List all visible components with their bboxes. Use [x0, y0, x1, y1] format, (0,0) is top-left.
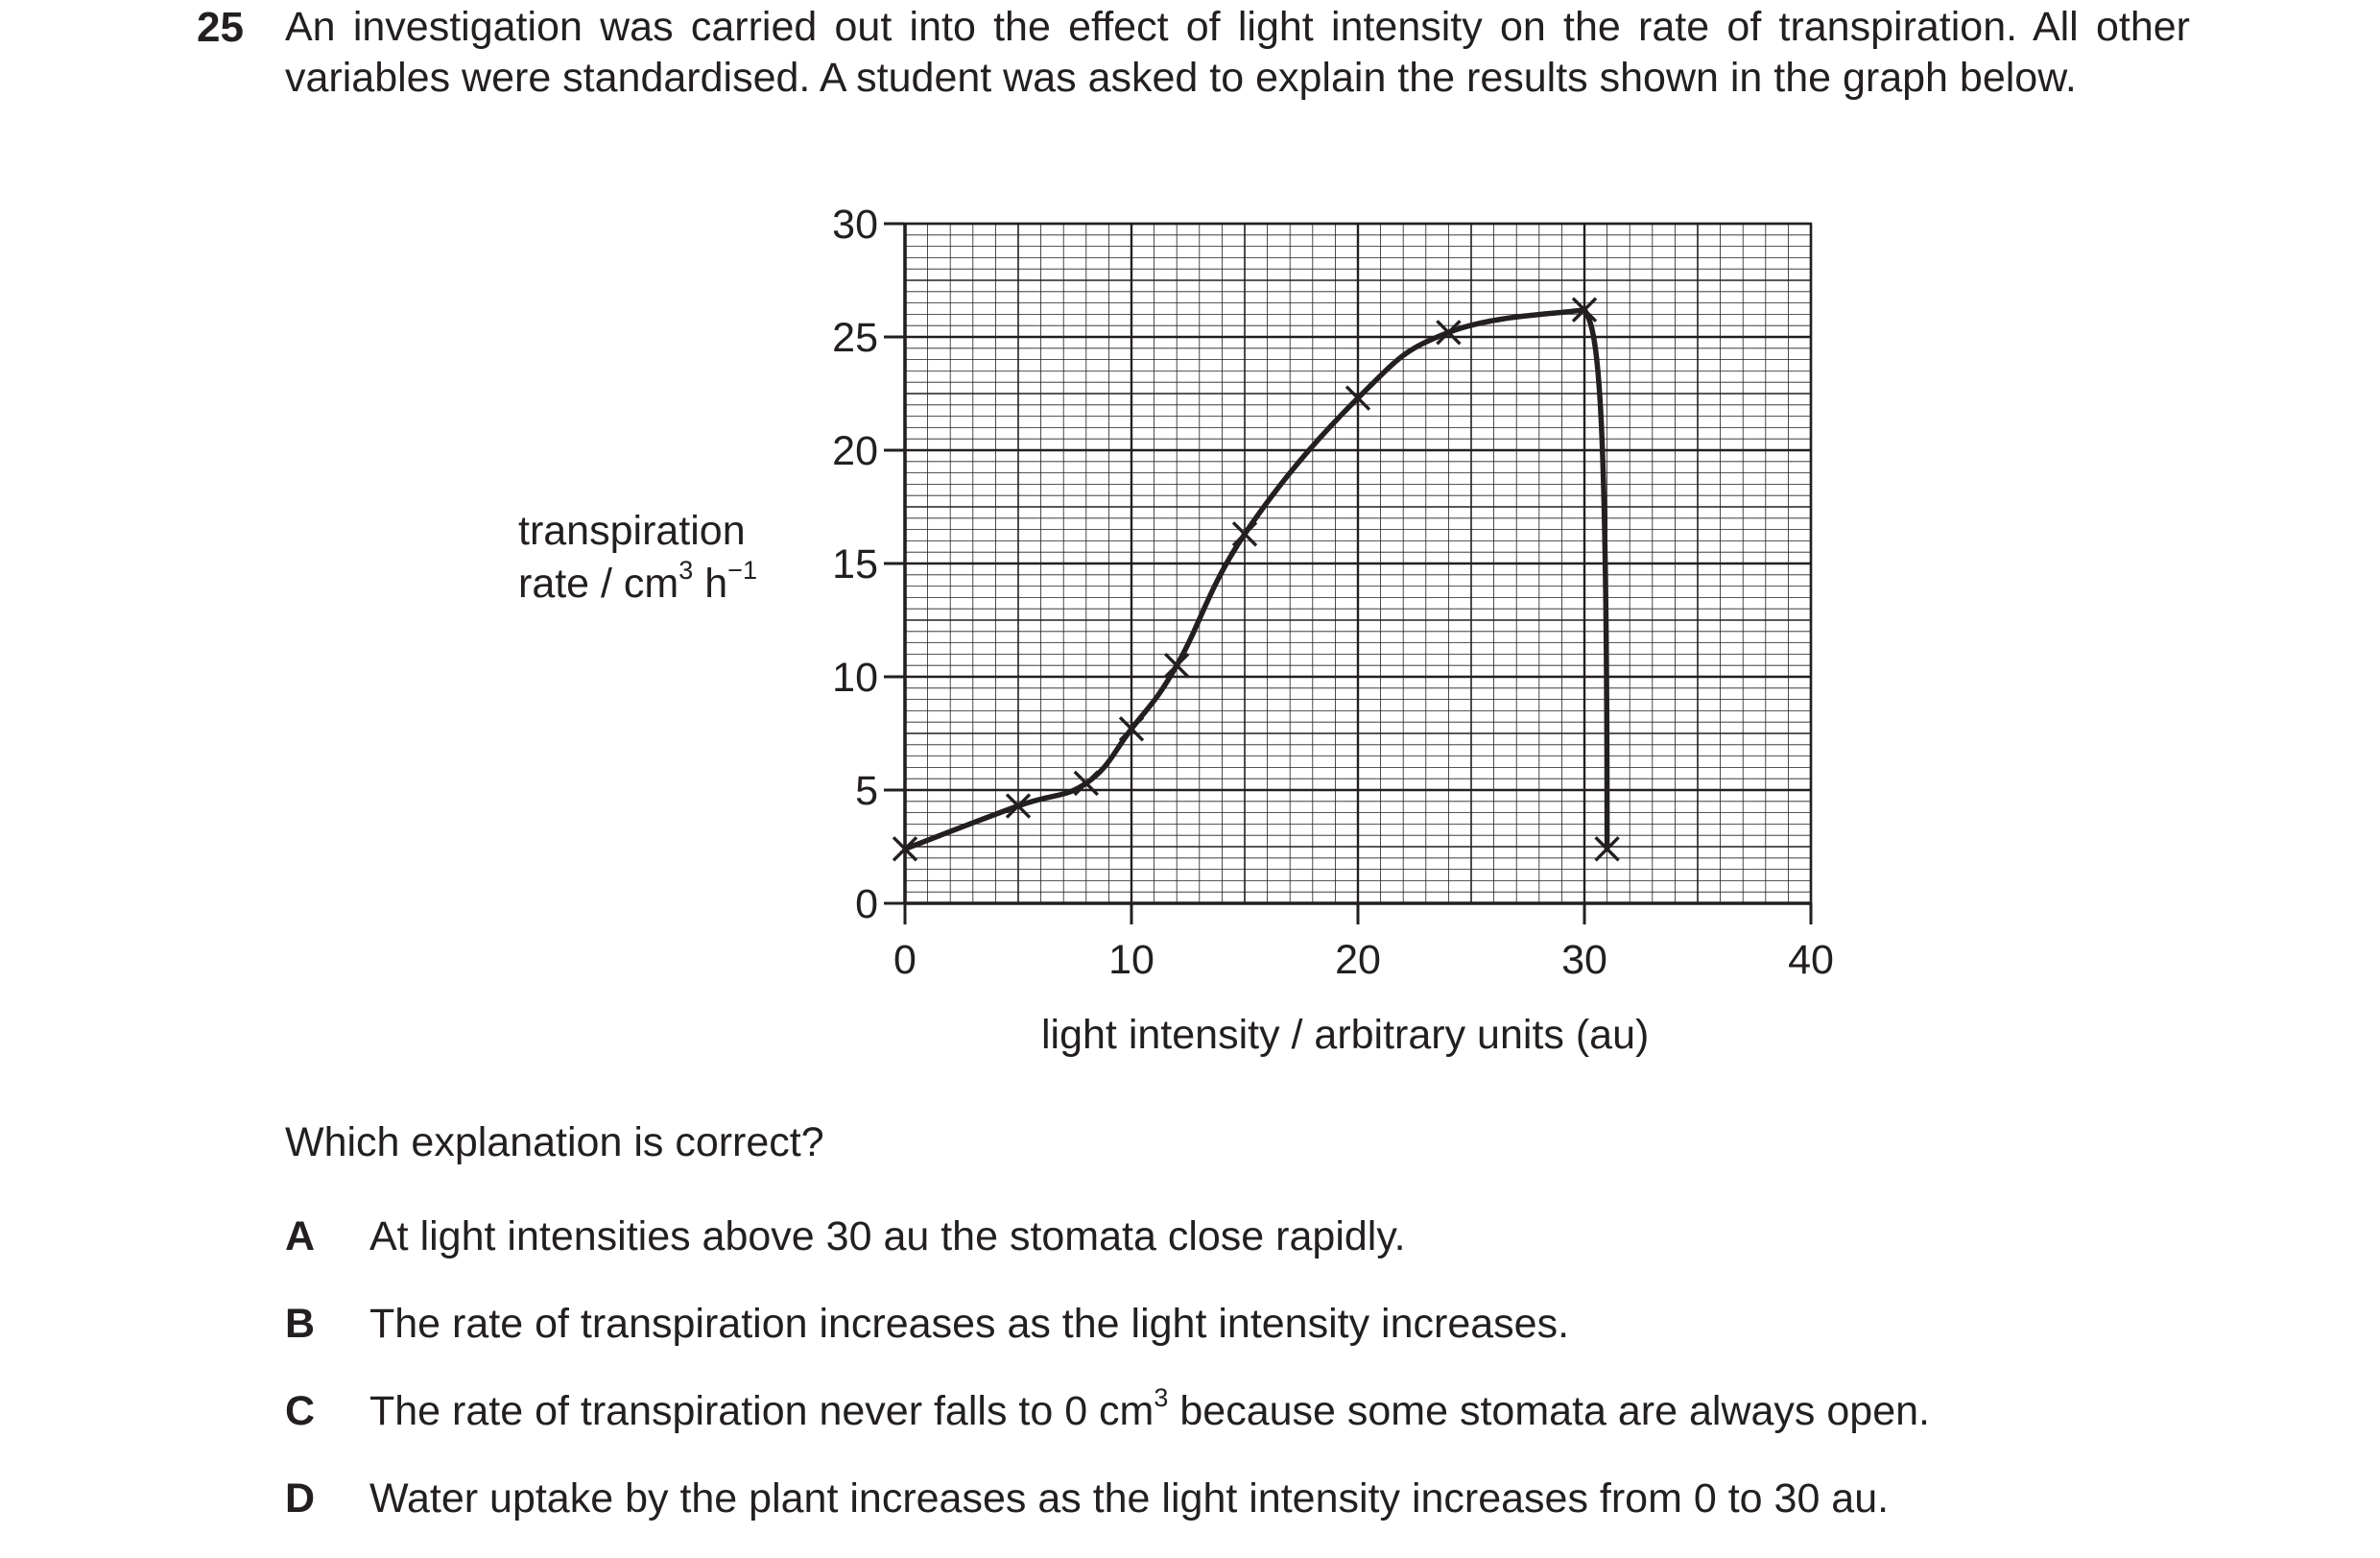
data-point-marker	[1073, 770, 1100, 797]
option-letter: B	[285, 1301, 316, 1347]
y-tick-label: 20	[832, 428, 878, 474]
option-text: The rate of transpiration increases as t…	[369, 1301, 1570, 1347]
option-text: Water uptake by the plant increases as t…	[369, 1475, 1890, 1522]
data-point-marker	[1231, 521, 1258, 547]
x-tick-label: 0	[893, 937, 916, 983]
x-tick-label: 30	[1561, 937, 1607, 983]
question-prompt: Which explanation is correct?	[285, 1119, 824, 1165]
data-point-marker	[1118, 716, 1145, 742]
y-axis-label-line1: transpiration	[518, 508, 746, 554]
y-tick-label: 10	[832, 655, 878, 701]
x-tick-label: 10	[1108, 937, 1154, 983]
data-point-marker	[1571, 297, 1598, 323]
x-tick-label: 40	[1788, 937, 1834, 983]
option-text: At light intensities above 30 au the sto…	[369, 1213, 1406, 1259]
data-point-marker	[892, 836, 918, 862]
x-axis-label: light intensity / arbitrary units (au)	[1041, 1012, 1650, 1058]
x-tick-label: 20	[1335, 937, 1381, 983]
y-tick-label: 15	[832, 541, 878, 587]
data-line	[904, 306, 1610, 851]
data-point-marker	[1163, 652, 1190, 679]
y-tick-label: 5	[855, 768, 878, 814]
chart-ticks: 0 5 10 15 20 25 30 0 10 20 30 40	[832, 202, 1834, 983]
option-text: The rate of transpiration never falls to…	[369, 1383, 1930, 1435]
data-point-marker	[1436, 320, 1462, 346]
y-tick-label: 0	[855, 881, 878, 927]
question-stem: An investigation was carried out into th…	[285, 4, 2190, 101]
option-letter: C	[285, 1388, 316, 1434]
chart-curve	[904, 306, 1610, 851]
data-point-marker	[1345, 385, 1371, 411]
option-letter: A	[285, 1213, 316, 1259]
y-axis-label-line2: rate / cm3 h−1	[518, 556, 757, 608]
option-letter: D	[285, 1475, 316, 1522]
y-tick-label: 30	[832, 202, 878, 248]
y-axis-label: transpiration rate / cm3 h−1	[518, 505, 757, 611]
y-tick-label: 25	[832, 315, 878, 361]
data-point-marker	[1005, 793, 1032, 819]
data-point-marker	[1594, 836, 1620, 862]
question-number: 25	[197, 4, 244, 51]
chart-markers	[892, 297, 1620, 862]
